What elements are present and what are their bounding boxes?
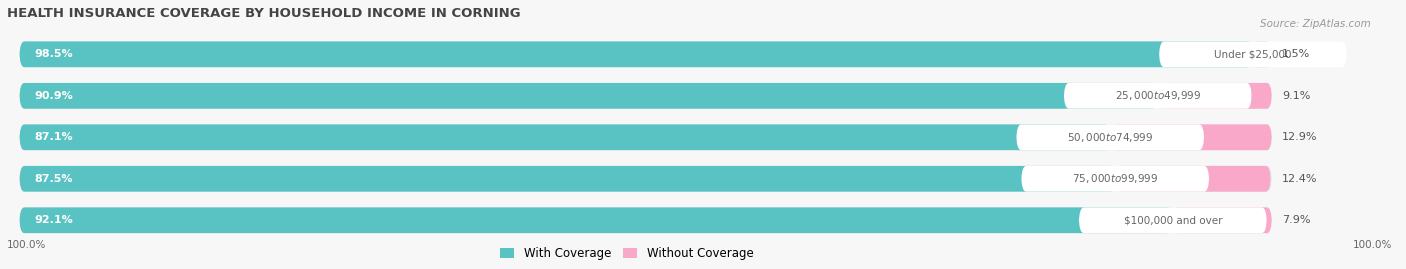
FancyBboxPatch shape xyxy=(1253,41,1272,67)
FancyBboxPatch shape xyxy=(1159,41,1347,67)
Text: 87.5%: 87.5% xyxy=(35,174,73,184)
Text: $50,000 to $74,999: $50,000 to $74,999 xyxy=(1067,131,1153,144)
FancyBboxPatch shape xyxy=(20,125,1111,150)
Text: 12.4%: 12.4% xyxy=(1282,174,1317,184)
Text: 100.0%: 100.0% xyxy=(1353,240,1392,250)
Text: 12.9%: 12.9% xyxy=(1282,132,1317,142)
Text: $25,000 to $49,999: $25,000 to $49,999 xyxy=(1115,89,1201,102)
FancyBboxPatch shape xyxy=(1115,166,1271,192)
Text: $100,000 and over: $100,000 and over xyxy=(1123,215,1222,225)
FancyBboxPatch shape xyxy=(20,166,1115,192)
Text: 98.5%: 98.5% xyxy=(35,49,73,59)
FancyBboxPatch shape xyxy=(20,41,1253,67)
Legend: With Coverage, Without Coverage: With Coverage, Without Coverage xyxy=(496,243,756,264)
FancyBboxPatch shape xyxy=(20,125,1272,150)
FancyBboxPatch shape xyxy=(20,166,1272,192)
Text: 92.1%: 92.1% xyxy=(35,215,73,225)
Text: HEALTH INSURANCE COVERAGE BY HOUSEHOLD INCOME IN CORNING: HEALTH INSURANCE COVERAGE BY HOUSEHOLD I… xyxy=(7,7,520,20)
FancyBboxPatch shape xyxy=(1111,125,1272,150)
FancyBboxPatch shape xyxy=(20,41,1272,67)
FancyBboxPatch shape xyxy=(1064,83,1251,109)
Text: 7.9%: 7.9% xyxy=(1282,215,1310,225)
FancyBboxPatch shape xyxy=(1078,207,1267,233)
Text: Under $25,000: Under $25,000 xyxy=(1215,49,1292,59)
FancyBboxPatch shape xyxy=(20,83,1157,109)
FancyBboxPatch shape xyxy=(20,83,1272,109)
Text: Source: ZipAtlas.com: Source: ZipAtlas.com xyxy=(1260,19,1371,29)
Text: 1.5%: 1.5% xyxy=(1282,49,1310,59)
FancyBboxPatch shape xyxy=(1157,83,1272,109)
Text: 87.1%: 87.1% xyxy=(35,132,73,142)
Text: 90.9%: 90.9% xyxy=(35,91,73,101)
FancyBboxPatch shape xyxy=(20,207,1173,233)
FancyBboxPatch shape xyxy=(1173,207,1272,233)
FancyBboxPatch shape xyxy=(1021,166,1209,192)
Text: $75,000 to $99,999: $75,000 to $99,999 xyxy=(1071,172,1159,185)
Text: 9.1%: 9.1% xyxy=(1282,91,1310,101)
FancyBboxPatch shape xyxy=(1017,125,1204,150)
Text: 100.0%: 100.0% xyxy=(7,240,46,250)
FancyBboxPatch shape xyxy=(20,207,1272,233)
